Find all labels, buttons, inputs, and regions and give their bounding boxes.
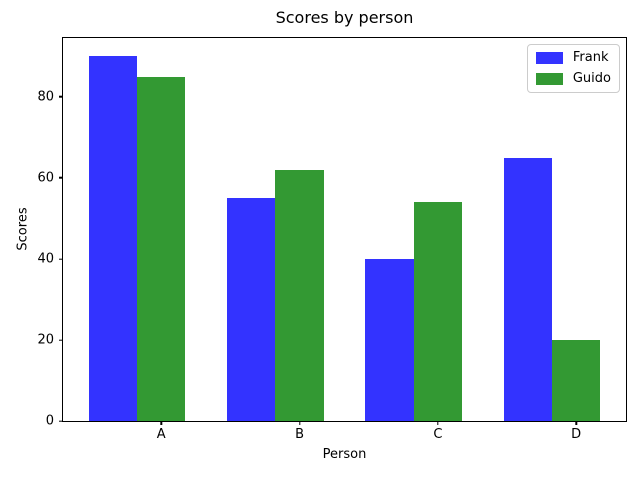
- bar-frank-c: [365, 258, 414, 421]
- y-tick-mark-80: [59, 96, 63, 98]
- bar-guido-c: [413, 202, 463, 421]
- legend-label-guido: Guido: [572, 71, 611, 86]
- bar-guido-d: [551, 339, 601, 421]
- x-tick-mark-b: [298, 421, 301, 425]
- y-tick-mark-60: [59, 177, 63, 179]
- legend-item-guido: Guido: [535, 71, 611, 86]
- y-tick-label-60: 60: [37, 170, 54, 186]
- x-tick-label-a: A: [156, 427, 166, 442]
- legend-label-frank: Frank: [572, 50, 609, 65]
- bar-guido-b: [275, 169, 324, 421]
- y-tick-label-0: 0: [45, 413, 54, 429]
- x-axis-label: Person: [322, 447, 367, 462]
- legend-swatch-guido: [535, 73, 563, 85]
- plot-area: Frank Guido A B C D 0 20 40 60 80: [37, 37, 627, 442]
- y-tick-label-20: 20: [37, 332, 54, 348]
- bar-frank-d: [503, 157, 552, 421]
- x-tick-mark-c: [437, 421, 439, 425]
- chart-title: Scores by person: [275, 8, 414, 27]
- x-tick-mark-d: [575, 421, 577, 425]
- bar-frank-b: [226, 198, 276, 421]
- y-axis-label: Scores: [15, 207, 31, 251]
- x-tick-label-d: D: [571, 427, 582, 442]
- y-tick-label-80: 80: [37, 89, 54, 105]
- legend-item-frank: Frank: [535, 50, 611, 65]
- x-tick-label-b: B: [295, 427, 304, 442]
- legend-swatch-frank: [535, 52, 563, 64]
- y-tick-mark-40: [59, 258, 63, 260]
- bar-frank-a: [88, 56, 137, 421]
- bars-layer: [63, 38, 626, 421]
- x-tick-label-c: C: [433, 427, 443, 442]
- y-tick-mark-0: [59, 420, 63, 422]
- bar-guido-a: [137, 76, 186, 421]
- y-tick-label-40: 40: [37, 251, 54, 267]
- legend: Frank Guido: [526, 44, 620, 93]
- y-tick-mark-20: [59, 339, 63, 341]
- x-tick-mark-a: [160, 421, 162, 425]
